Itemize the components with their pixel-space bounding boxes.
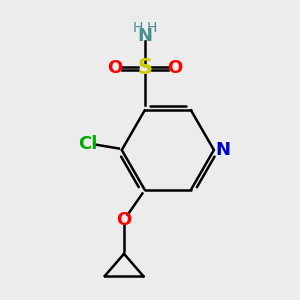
- Text: N: N: [137, 27, 152, 45]
- Text: O: O: [107, 59, 123, 77]
- Text: S: S: [137, 58, 152, 79]
- Text: N: N: [215, 141, 230, 159]
- Text: H: H: [147, 21, 158, 35]
- Text: O: O: [116, 211, 132, 229]
- Text: Cl: Cl: [78, 135, 97, 153]
- Text: O: O: [167, 59, 182, 77]
- Text: H: H: [132, 21, 142, 35]
